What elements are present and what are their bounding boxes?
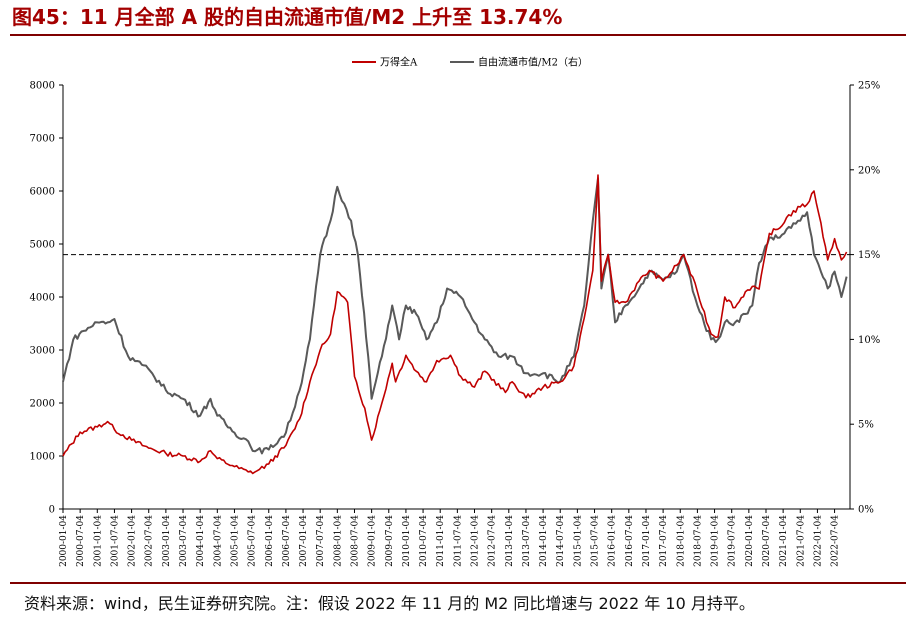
x-tick-label: 2013-01-04 <box>505 515 515 567</box>
x-tick-label: 2006-07-04 <box>282 515 292 567</box>
x-tick-label: 2016-07-04 <box>625 515 635 567</box>
x-tick-label: 2013-07-04 <box>522 515 532 567</box>
x-tick-label: 2018-07-04 <box>693 515 703 567</box>
x-tick-label: 2009-07-04 <box>385 515 395 567</box>
title-divider <box>10 34 906 36</box>
x-tick-label: 2000-07-04 <box>76 515 86 567</box>
x-tick-label: 2004-01-04 <box>196 515 206 567</box>
x-tick-label: 2017-07-04 <box>659 515 669 567</box>
left-tick-label: 7000 <box>30 134 55 145</box>
x-tick-label: 2001-01-04 <box>93 515 103 567</box>
x-tick-label: 2018-01-04 <box>676 515 686 567</box>
chart-title: 图45：11 月全部 A 股的自由流通市值/M2 上升至 13.74% <box>12 5 563 29</box>
x-tick-label: 2011-07-04 <box>453 515 463 567</box>
x-tick-label: 2021-01-04 <box>779 515 789 567</box>
right-tick-label: 20% <box>858 165 880 176</box>
x-tick-label: 2006-01-04 <box>265 515 275 567</box>
x-tick-label: 2014-07-04 <box>556 515 566 567</box>
left-tick-label: 3000 <box>30 346 55 357</box>
left-tick-label: 2000 <box>30 399 55 410</box>
left-tick-label: 5000 <box>30 240 55 251</box>
right-tick-label: 10% <box>858 335 880 346</box>
x-tick-label: 2012-01-04 <box>471 515 481 567</box>
left-tick-label: 1000 <box>30 452 55 463</box>
x-tick-label: 2022-01-04 <box>813 515 823 567</box>
x-tick-label: 2001-07-04 <box>110 515 120 567</box>
axes-layer: 0 1000 2000 3000 4000 5000 6000 7000 8000 0% 5% 10%… <box>30 81 881 567</box>
x-tick-label: 2019-07-04 <box>728 515 738 567</box>
x-tick-label: 2007-01-04 <box>299 515 309 567</box>
left-tick-label: 6000 <box>30 187 55 198</box>
x-tick-label: 2005-07-04 <box>248 515 258 567</box>
x-tick-label: 2015-01-04 <box>573 515 583 567</box>
x-tick-label: 2021-07-04 <box>796 515 806 567</box>
x-tick-label: 2008-07-04 <box>350 515 360 567</box>
x-tick-label: 2004-07-04 <box>213 515 223 567</box>
x-tick-label: 2009-01-04 <box>368 515 378 567</box>
x-tick-label: 2016-01-04 <box>608 515 618 567</box>
right-tick-label: 5% <box>858 420 874 431</box>
x-tick-label: 2002-07-04 <box>145 515 155 567</box>
x-tick-label: 2005-01-04 <box>230 515 240 567</box>
source-note: 资料来源：wind，民生证券研究院。注：假设 2022 年 11 月的 M2 同… <box>24 594 755 613</box>
series-line-wind-a <box>62 174 848 475</box>
right-tick-label: 15% <box>858 250 880 261</box>
x-tick-label: 2000-01-04 <box>59 515 69 567</box>
x-tick-label: 2012-07-04 <box>488 515 498 567</box>
x-tick-label: 2015-07-04 <box>591 515 601 567</box>
x-tick-label: 2022-07-04 <box>831 515 841 567</box>
series-line-ratio <box>62 177 848 455</box>
x-tick-label: 2019-01-04 <box>711 515 721 567</box>
legend-label-ratio: 自由流通市值/M2（右） <box>478 56 588 69</box>
x-tick-label: 2003-01-04 <box>162 515 172 567</box>
x-tick-label: 2014-01-04 <box>539 515 549 567</box>
x-tick-label: 2010-07-04 <box>419 515 429 567</box>
right-tick-label: 0% <box>858 505 874 516</box>
series-layer <box>62 174 848 475</box>
source-divider <box>10 582 906 584</box>
x-tick-label: 2008-01-04 <box>333 515 343 567</box>
left-tick-label: 0 <box>49 505 55 516</box>
legend: 万得全A 自由流通市值/M2（右） <box>352 56 588 69</box>
x-tick-label: 2010-01-04 <box>402 515 412 567</box>
x-tick-label: 2020-01-04 <box>745 515 755 567</box>
left-tick-label: 8000 <box>30 81 55 92</box>
x-tick-label: 2020-07-04 <box>762 515 772 567</box>
x-tick-label: 2003-07-04 <box>179 515 189 567</box>
x-tick-label: 2002-01-04 <box>128 515 138 567</box>
legend-label-wind-a: 万得全A <box>380 56 418 69</box>
x-tick-label: 2017-01-04 <box>642 515 652 567</box>
x-tick-label: 2007-07-04 <box>316 515 326 567</box>
x-tick-label: 2011-01-04 <box>436 515 446 567</box>
left-tick-label: 4000 <box>30 293 55 304</box>
right-tick-label: 25% <box>858 81 880 92</box>
